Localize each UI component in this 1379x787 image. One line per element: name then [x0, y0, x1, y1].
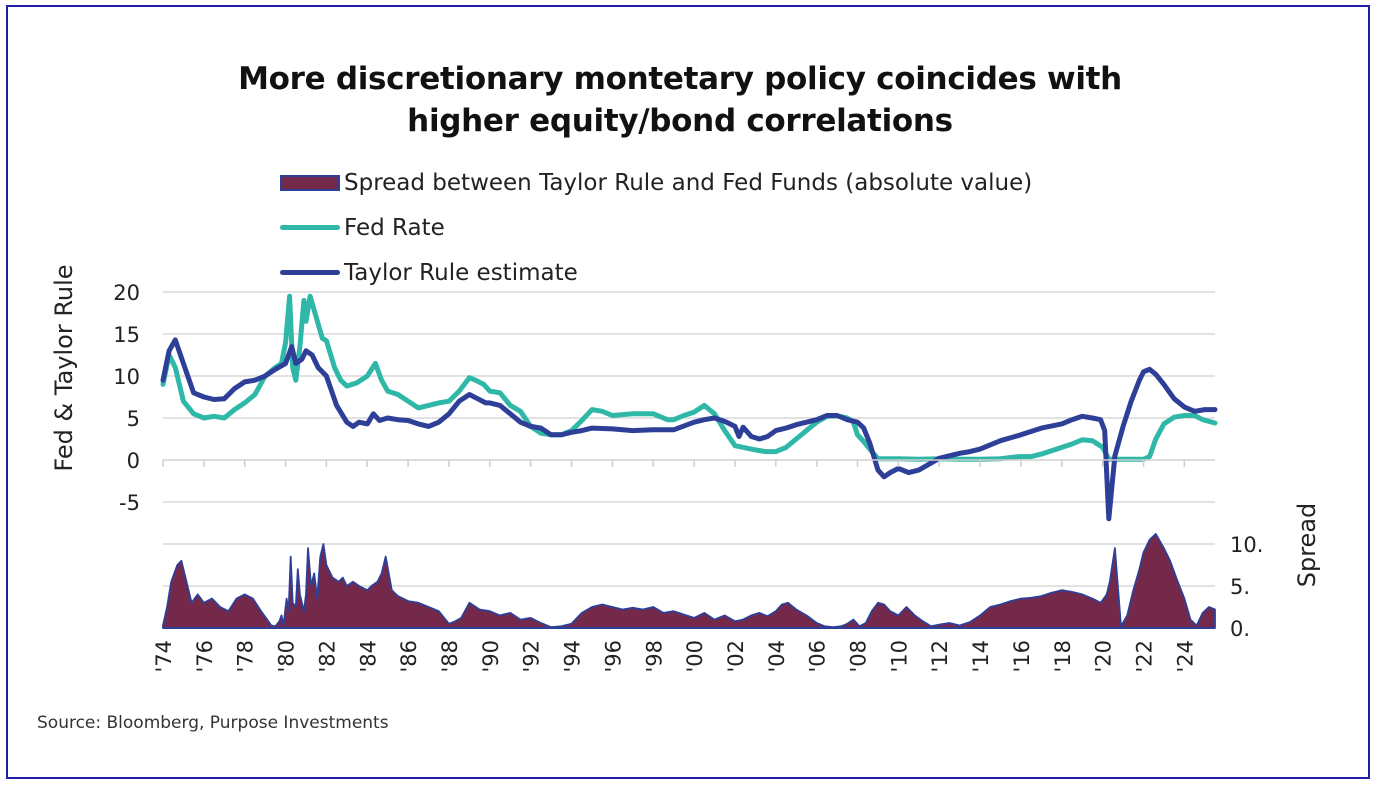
- y-tick-label: 15: [113, 323, 140, 347]
- x-tick-label: '12: [928, 640, 952, 673]
- x-tick-label: '86: [397, 640, 421, 673]
- y-tick-label: 0: [127, 449, 140, 473]
- x-tick-label: '76: [193, 640, 217, 673]
- y-axis-title: Fed & Taylor Rule: [50, 264, 78, 471]
- y2-tick-label: 0.: [1230, 617, 1250, 641]
- chart-title-line-1: More discretionary montetary policy coin…: [238, 61, 1122, 97]
- source-note: Source: Bloomberg, Purpose Investments: [37, 713, 389, 733]
- series-lines-layer: [160, 293, 1218, 522]
- x-tick-label: '16: [1010, 640, 1034, 673]
- x-tick-label: '84: [356, 640, 380, 673]
- x-tick-label: '22: [1133, 640, 1157, 673]
- legend-item-spread: Spread between Taylor Rule and Fed Funds…: [280, 160, 1032, 205]
- y-axis-right: 10. 5. 0.: [1230, 533, 1263, 641]
- x-tick-label: '08: [847, 640, 871, 673]
- x-tick-label: '90: [479, 640, 503, 673]
- legend-swatch-taylor-rule: [280, 270, 340, 275]
- x-tick-label: '24: [1173, 640, 1197, 673]
- chart-legend: Spread between Taylor Rule and Fed Funds…: [280, 160, 1032, 295]
- x-tick-label: '88: [438, 640, 462, 673]
- y-tick-label: 5: [127, 407, 140, 431]
- legend-swatch-spread: [280, 174, 340, 191]
- x-axis: '74 '76 '78 '80 '82 '84 '86 '88 '90 '92 '94 '96 '98 '…: [152, 459, 1215, 673]
- x-tick-label: '20: [1092, 640, 1116, 673]
- x-tick-label: '96: [601, 640, 625, 673]
- x-tick-label: '94: [561, 640, 585, 673]
- x-tick-label: '06: [806, 640, 830, 673]
- gridlines: [163, 291, 1215, 587]
- x-tick-label: '80: [275, 640, 299, 673]
- y2-axis-title: Spread: [1293, 503, 1321, 588]
- y-tick-label: -5: [119, 491, 140, 515]
- fed-rate-line: [160, 293, 1218, 462]
- x-tick-label: '82: [315, 640, 339, 673]
- x-tick-label: '78: [234, 640, 258, 673]
- legend-label-fed-rate: Fed Rate: [344, 214, 445, 241]
- y-axis-left: 20 15 10 5 0 -5: [113, 281, 140, 515]
- legend-swatch-fed-rate: [280, 225, 340, 230]
- taylor-rule-line: [160, 337, 1218, 522]
- legend-label-taylor-rule: Taylor Rule estimate: [344, 259, 578, 286]
- y2-tick-label: 5.: [1230, 575, 1250, 599]
- y-tick-label: 20: [113, 281, 140, 305]
- chart-title-line-2: higher equity/bond correlations: [407, 103, 953, 139]
- legend-label-spread: Spread between Taylor Rule and Fed Funds…: [344, 169, 1033, 196]
- x-tick-label: '04: [765, 640, 789, 673]
- x-tick-label: '92: [520, 640, 544, 673]
- x-tick-label: '02: [724, 640, 748, 673]
- legend-item-fed-rate: Fed Rate: [280, 205, 1032, 250]
- legend-item-taylor-rule: Taylor Rule estimate: [280, 250, 1032, 295]
- y2-tick-label: 10.: [1230, 533, 1263, 557]
- x-tick-label: '74: [152, 640, 176, 673]
- chart-title: More discretionary montetary policy coin…: [0, 58, 1360, 142]
- x-tick-label: '18: [1051, 640, 1075, 673]
- spread-area-layer: [162, 533, 1216, 629]
- x-tick-label: '10: [887, 640, 911, 673]
- spread-area: [162, 533, 1216, 629]
- x-tick-label: '98: [642, 640, 666, 673]
- y-tick-label: 10: [113, 365, 140, 389]
- x-tick-label: '00: [683, 640, 707, 673]
- x-tick-label: '14: [969, 640, 993, 673]
